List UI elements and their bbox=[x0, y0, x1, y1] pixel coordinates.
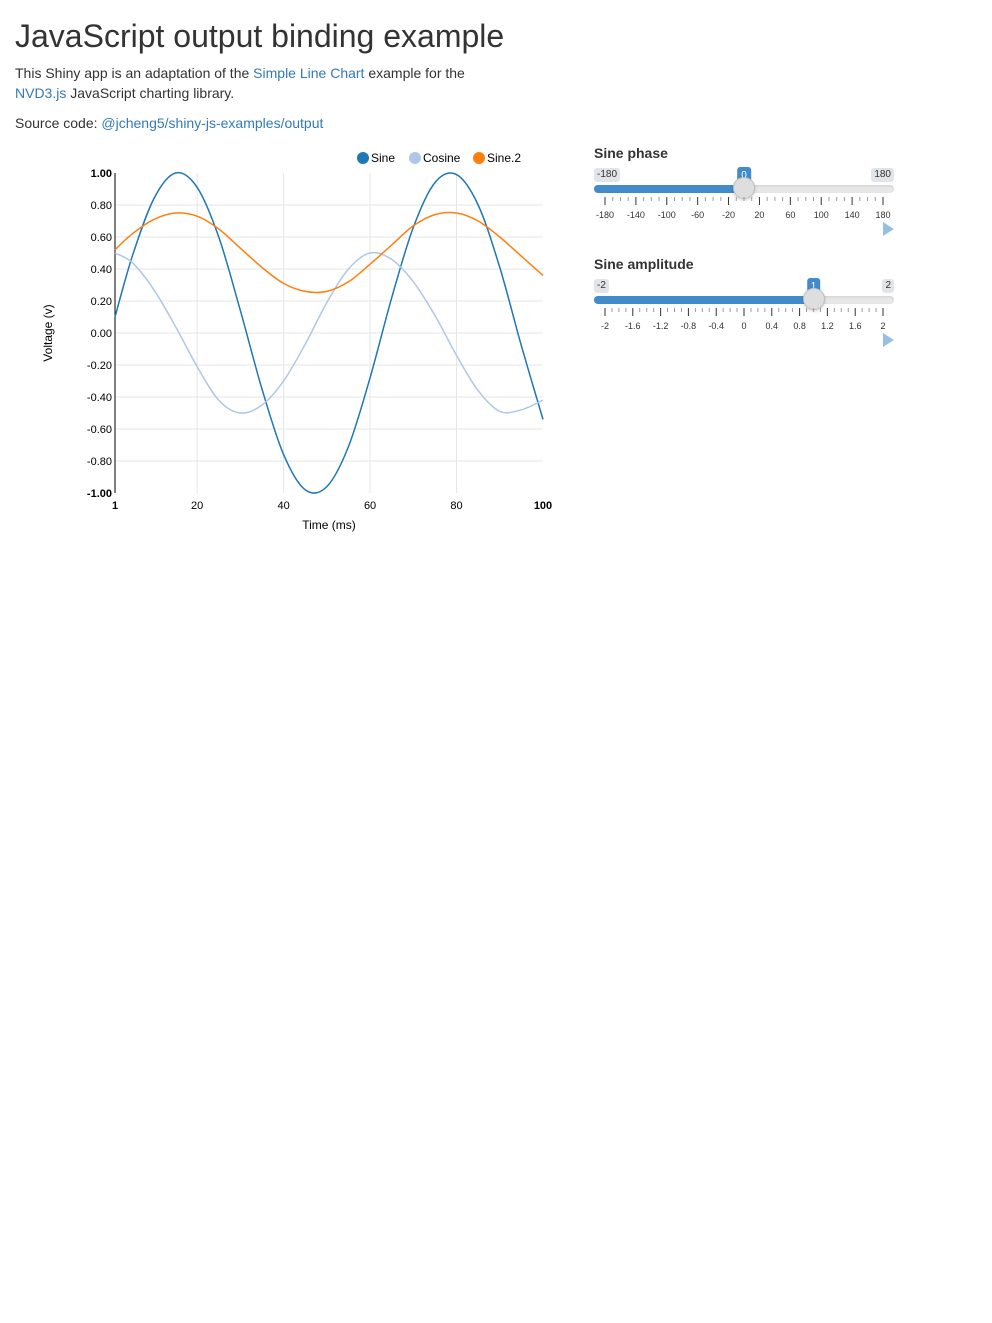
intro-text: This Shiny app is an adaptation of the bbox=[15, 65, 254, 81]
intro-paragraph: This Shiny app is an adaptation of the S… bbox=[15, 63, 495, 103]
slider-grid: -2 -1.6 -1.2 -0.8 -0.4 0 0.4 0.8 1.2 1.6 2 bbox=[601, 308, 886, 331]
slider-label: Sine amplitude bbox=[594, 256, 694, 272]
slider-grid-label: 2 bbox=[880, 321, 885, 331]
slider-fill bbox=[594, 296, 814, 304]
x-tick-label: 80 bbox=[450, 500, 462, 512]
slider-grid-label: -60 bbox=[691, 210, 704, 220]
legend-item[interactable]: Sine bbox=[357, 151, 396, 165]
x-tick-label: 40 bbox=[277, 500, 289, 512]
slider-grid-label: -100 bbox=[658, 210, 676, 220]
slider-max-label: 2 bbox=[882, 279, 894, 293]
sine-amplitude-slider[interactable]: Sine amplitude -2 2 1 -2 -1.6 -1.2 -0.8 -0.4… bbox=[594, 256, 894, 351]
legend-item[interactable]: Cosine bbox=[409, 151, 461, 165]
source-code-link[interactable]: @jcheng5/shiny-js-examples/output bbox=[101, 115, 324, 131]
slider-min-label: -2 bbox=[594, 279, 609, 293]
slider-grid-label: 180 bbox=[875, 210, 890, 220]
x-axis-label: Time (ms) bbox=[302, 518, 356, 532]
y-tick-label: -1.00 bbox=[87, 488, 112, 500]
source-line: Source code: @jcheng5/shiny-js-examples/… bbox=[15, 113, 323, 133]
y-tick-label: -0.80 bbox=[87, 456, 112, 468]
series-line-cosine bbox=[114, 251, 544, 414]
slider-min-label: -180 bbox=[594, 168, 621, 182]
slider-track[interactable] bbox=[594, 296, 894, 304]
play-icon[interactable] bbox=[883, 333, 894, 347]
source-label: Source code: bbox=[15, 115, 102, 131]
y-tick-label: 1.00 bbox=[91, 168, 112, 180]
y-tick-label: -0.60 bbox=[87, 424, 112, 436]
legend-item[interactable]: Sine.2 bbox=[473, 151, 522, 165]
slider-grid-label: -1.2 bbox=[653, 321, 669, 331]
slider-grid-label: -2 bbox=[601, 321, 609, 331]
intro-text: JavaScript charting library. bbox=[66, 85, 235, 101]
slider-grid-label: 1.6 bbox=[849, 321, 862, 331]
slider-grid-label: -180 bbox=[596, 210, 614, 220]
intro-text: example for the bbox=[364, 65, 465, 81]
slider-grid-label: 20 bbox=[754, 210, 764, 220]
slider-grid-label: 140 bbox=[845, 210, 860, 220]
x-tick-label: 100 bbox=[534, 500, 552, 512]
slider-grid-label: 0.8 bbox=[793, 321, 806, 331]
legend-swatch bbox=[409, 152, 421, 164]
page-title: JavaScript output binding example bbox=[15, 18, 505, 54]
y-axis-label: Voltage (v) bbox=[41, 304, 55, 361]
slider-grid-label: 1.2 bbox=[821, 321, 834, 331]
legend-swatch bbox=[357, 152, 369, 164]
slider-grid-label: -140 bbox=[627, 210, 645, 220]
slider-max-label: 180 bbox=[871, 168, 894, 182]
x-tick-label: 1 bbox=[112, 500, 118, 512]
series-line-sine-2 bbox=[114, 211, 544, 294]
y-tick-label: 0.80 bbox=[91, 200, 112, 212]
slider-label: Sine phase bbox=[594, 145, 668, 161]
y-tick-label: 0.20 bbox=[91, 296, 112, 308]
y-tick-label: -0.20 bbox=[87, 360, 112, 372]
y-tick-label: 0.60 bbox=[91, 232, 112, 244]
slider-grid-label: 60 bbox=[785, 210, 795, 220]
x-tick-label: 20 bbox=[191, 500, 203, 512]
nvd3-link[interactable]: NVD3.js bbox=[15, 85, 67, 101]
legend-swatch bbox=[473, 152, 485, 164]
slider-fill bbox=[594, 185, 744, 193]
series-line-sine bbox=[114, 171, 544, 494]
simple-line-chart-link[interactable]: Simple Line Chart bbox=[253, 65, 365, 81]
y-tick-label: -0.40 bbox=[87, 392, 112, 404]
y-tick-label: 0.40 bbox=[91, 264, 112, 276]
slider-grid-label: -1.6 bbox=[625, 321, 641, 331]
legend-label: Cosine bbox=[423, 151, 461, 165]
legend-label: Sine.2 bbox=[487, 151, 521, 165]
line-chart[interactable]: 1.00 0.80 0.60 0.40 0.20 0.00 -0.20 -0.40 -0.60 -… bbox=[0, 140, 570, 540]
slider-grid-label: 0 bbox=[741, 321, 746, 331]
sine-phase-slider[interactable]: Sine phase -180 180 0 -180 -140 -100 -60 -20… bbox=[594, 145, 894, 240]
play-icon[interactable] bbox=[883, 222, 894, 236]
slider-grid-label: -0.8 bbox=[681, 321, 697, 331]
y-tick-label: 0.00 bbox=[91, 328, 112, 340]
slider-grid-label: 100 bbox=[814, 210, 829, 220]
legend-label: Sine bbox=[371, 151, 395, 165]
slider-grid: -180 -140 -100 -60 -20 20 60 100 140 180 bbox=[596, 197, 891, 220]
slider-grid-label: -0.4 bbox=[708, 321, 724, 331]
slider-grid-label: 0.4 bbox=[766, 321, 779, 331]
x-tick-label: 60 bbox=[364, 500, 376, 512]
slider-grid-label: -20 bbox=[722, 210, 735, 220]
